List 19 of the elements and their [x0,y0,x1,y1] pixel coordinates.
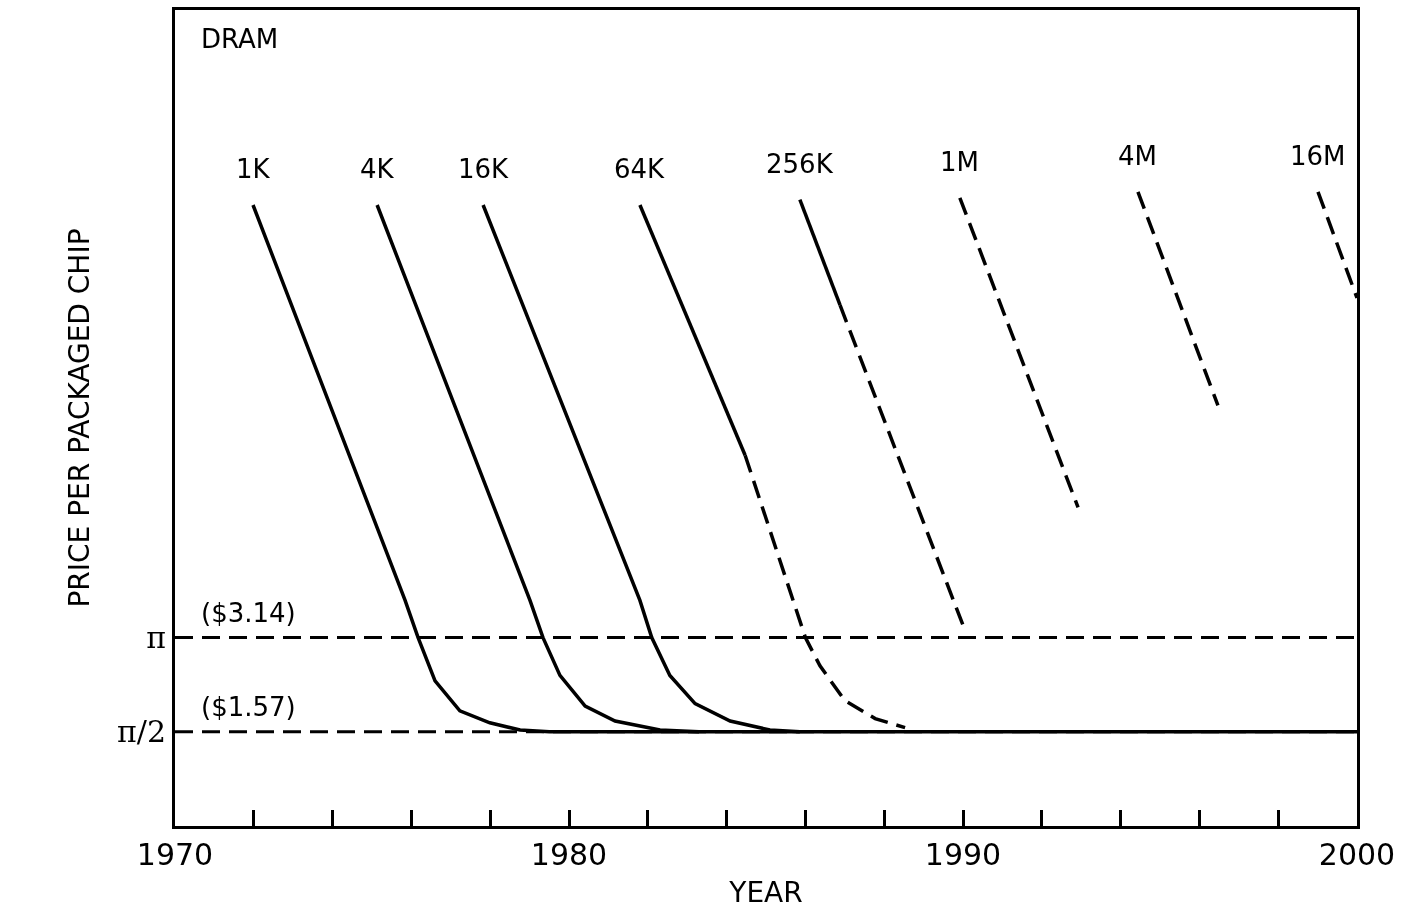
x-axis-title: YEAR [728,876,803,910]
series-label: 16K [458,154,510,184]
x-tick-label: 1970 [136,837,214,872]
y-tick-label: π/2 [117,714,166,750]
y-axis-title: PRICE PER PACKAGED CHIP [62,228,96,608]
series-label: 4K [360,154,395,184]
y-tick-label: π [146,620,166,656]
series-label: 1M [940,147,979,177]
x-tick-label: 1980 [530,837,608,872]
x-tick-label: 2000 [1318,837,1396,872]
x-tick-label: 1990 [924,837,1002,872]
series-label: 256K [766,149,834,179]
annotation: DRAM [201,24,279,54]
series-label: 4M [1118,141,1157,171]
series-label: 64K [614,154,666,184]
series-label: 16M [1290,141,1346,171]
ref-line-label: ($1.57) [201,692,296,722]
series-label: 1K [236,154,271,184]
ref-line-label: ($3.14) [201,598,296,628]
